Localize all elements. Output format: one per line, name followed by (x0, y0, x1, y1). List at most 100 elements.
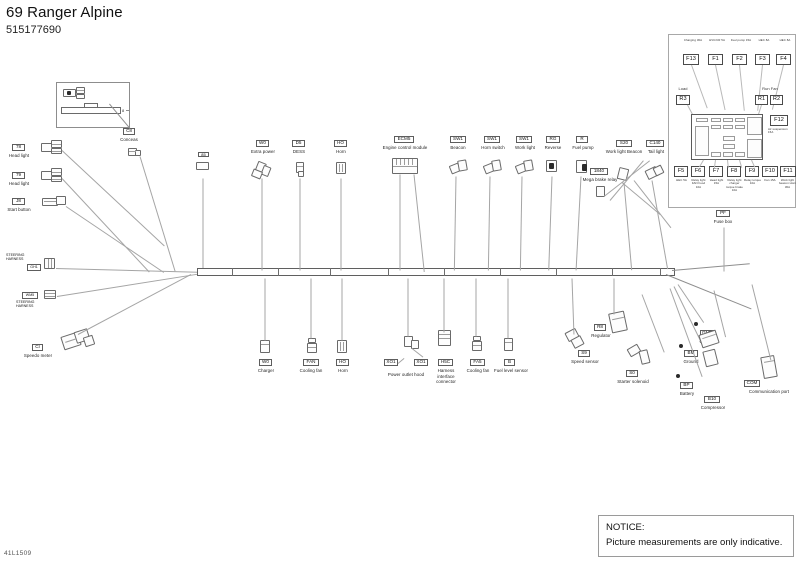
wire-power-outlet-trunk (407, 278, 409, 337)
relay-r1[interactable]: R1 (755, 95, 768, 105)
fuse-f9[interactable]: F9 (745, 166, 759, 177)
trunk-tick (500, 268, 501, 276)
caption-reverse: Reverse (544, 145, 562, 150)
caption-battery: Battery (679, 391, 695, 396)
caption-cooling-fan-2: Cooling fan (466, 368, 490, 373)
chip-communication-port: COM (744, 380, 760, 387)
notice-box: NOTICE: Picture measurements are only in… (598, 515, 794, 557)
chip-cooling-fan-2: FA5 (470, 359, 485, 366)
wire-regulator (613, 278, 615, 315)
fuse-f8[interactable]: F8 (727, 166, 741, 177)
fuse-f11[interactable]: F11 (780, 166, 796, 177)
chip-extra-power: W0 (256, 140, 269, 147)
wire-tail-light-down (651, 180, 669, 270)
relay-slot (711, 118, 721, 122)
fuse-caption-f4: HEC 8A (779, 38, 791, 42)
fuse-f5[interactable]: F5 (674, 166, 688, 177)
fuse-lead (727, 159, 729, 169)
wire-ecm-2 (413, 174, 425, 273)
notice-text: Picture measurements are only indicative… (606, 536, 783, 548)
chip-tail-light: C140 (646, 140, 664, 147)
fuse-f7[interactable]: F7 (709, 166, 723, 177)
relay-slot (723, 136, 735, 141)
fuse-f10[interactable]: F10 (762, 166, 778, 177)
inset-reference-mark: 8 (122, 108, 125, 113)
trunk-tick (388, 268, 389, 276)
fuse-lead (739, 64, 745, 111)
chip-harness-interface: H5C (438, 359, 453, 366)
wire-cooling-fan-1 (310, 278, 312, 339)
caption-work-light-beacon: Work light Beacon (605, 149, 643, 154)
relay-large-slot (747, 139, 762, 158)
fuse-caption-f9: Relay torque 10A (744, 178, 761, 186)
chip-headlight-2: 79 (12, 172, 25, 179)
caption-work-light: Work light (515, 145, 535, 150)
relay-slot (696, 118, 708, 122)
wire-power-outlet-b (411, 348, 424, 358)
caption-charger: Charger (257, 368, 275, 373)
inset-leader (126, 110, 130, 111)
fuse-f6[interactable]: F6 (691, 166, 705, 177)
wire-power-outlet-a (397, 357, 405, 364)
chip-power-outlet-right: XO1 (414, 359, 428, 366)
caption-harness-interface: Harness interface connector (436, 368, 456, 384)
chip-horn-bottom: HO (336, 359, 349, 366)
relay-slot (735, 152, 745, 157)
chip-speed-sensor: S9 (578, 350, 590, 357)
relay-r3[interactable]: R3 (676, 95, 690, 105)
steering-harness-2-text: STEERING HARNESS (16, 300, 35, 309)
chip-starter-solenoid: S0 (626, 370, 638, 377)
wire-horn-top (340, 178, 342, 271)
wire-wlb-down (623, 182, 633, 271)
caption-headlight-2: Head light (8, 181, 30, 186)
fuse-caption-f6: Relay light FAN hood 10A (691, 178, 706, 189)
run-fan-label: Run Fan (762, 86, 778, 91)
chip-charger: W0 (259, 359, 272, 366)
chip-ecm: ECM5 (394, 136, 414, 143)
fuse-f12[interactable]: F12 (770, 115, 788, 126)
caption-cooling-fan-1: Cooling fan (299, 368, 323, 373)
caption-horn-switch: Horn switch (481, 145, 505, 150)
fuse-f4[interactable]: F4 (776, 54, 791, 65)
notice-heading: NOTICE: (606, 522, 645, 533)
caption-regulator: Regulator (591, 333, 611, 338)
wire-charger (264, 278, 266, 341)
chip-compressor: B10 (704, 396, 720, 403)
trunk-tick (330, 268, 331, 276)
fuse-f1[interactable]: F1 (708, 54, 723, 65)
caption-fuse-box: Fuse box (713, 219, 733, 224)
relay-slot (723, 144, 735, 149)
caption-fuel-level-sensor: Fuel level sensor (493, 368, 529, 373)
fuse-caption-f12: Air suspension 15A (768, 127, 788, 135)
page-title: 69 Ranger Alpine (6, 4, 123, 21)
caption-fuel-pump: Fuel pump (572, 145, 594, 150)
wire-ecm-1 (399, 174, 401, 271)
relay-slot (723, 152, 733, 157)
trunk-tick (444, 268, 445, 276)
caption-horn-bottom: Horn (338, 368, 348, 373)
fuse-f3[interactable]: F3 (755, 54, 770, 65)
fuse-caption-f10: Fan 15A (764, 178, 776, 182)
fuse-f13[interactable]: F13 (683, 54, 699, 65)
fuse-box-panel: Charging 30A F13 HVC/CR 5A F1 Fuel pump … (668, 34, 796, 208)
relay-slot (723, 125, 733, 129)
trunk-branch-upper-right (671, 263, 750, 271)
wire-steering-1 (55, 268, 198, 273)
relay-slot (735, 125, 745, 129)
fuse-caption-f5: HEC 5A (676, 178, 687, 182)
caption-horn-top: Horn (336, 149, 346, 154)
fuse-caption-f1: HVC/CR 5A (709, 38, 725, 42)
caption-extra-power: Extra power (251, 149, 275, 154)
caption-headlight-1: Head light (8, 153, 30, 158)
wire-ref85 (202, 178, 204, 275)
fuse-f2[interactable]: F2 (732, 54, 747, 65)
trunk-tick (660, 268, 661, 276)
chip-fuel-pump: R (576, 136, 588, 143)
chip-beacon: SW1 (450, 136, 466, 143)
caption-tail-light: Tail light (647, 149, 665, 154)
relay-r2[interactable]: R2 (770, 95, 783, 105)
wire-reverse (548, 176, 553, 271)
wire-beacon (453, 176, 457, 271)
trunk-tick (556, 268, 557, 276)
